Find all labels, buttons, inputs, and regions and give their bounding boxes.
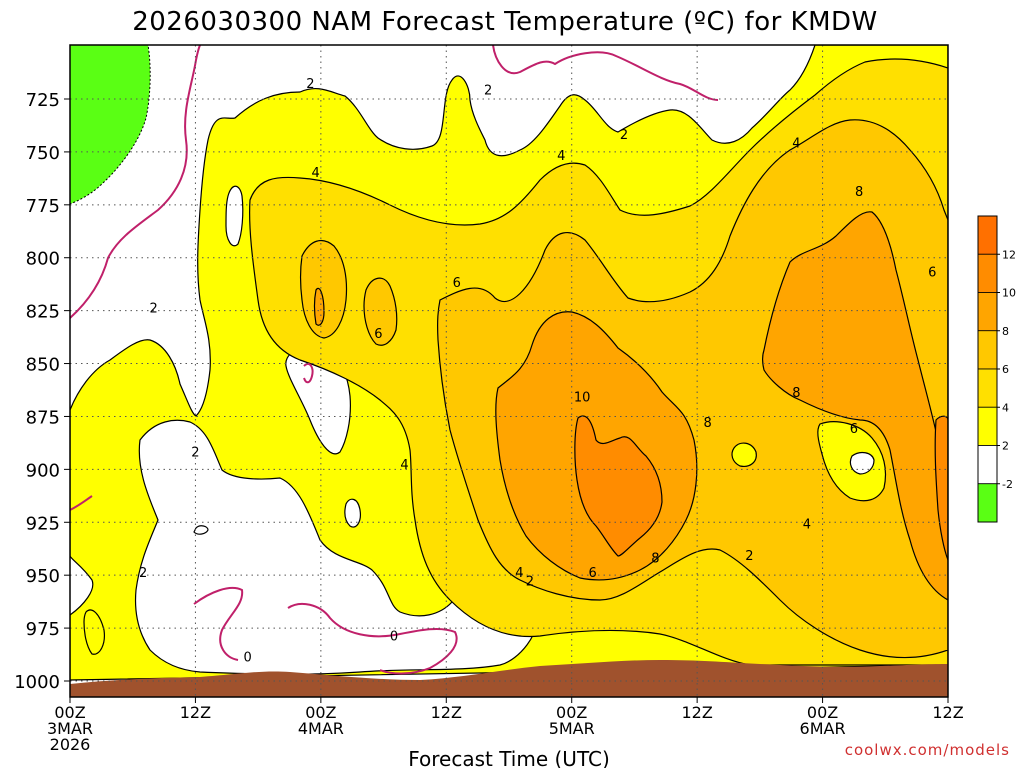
colorbar-tick-label: 8 [1002, 325, 1009, 338]
y-tick-label: 950 [26, 566, 60, 587]
contour-label: 2 [149, 302, 157, 317]
contour-label: 10 [574, 390, 591, 405]
x-tick-label: 12Z [932, 703, 963, 722]
band-10-to-12 [574, 415, 663, 557]
x-tick-label: 00Z [305, 703, 336, 722]
contour-label: 2 [526, 575, 534, 590]
contour-label: 2 [484, 84, 492, 99]
temperature-fill-bands [70, 45, 948, 697]
contour-label: 2 [139, 566, 147, 581]
y-tick-label: 975 [26, 619, 60, 640]
contour-label: 0 [390, 630, 398, 645]
x-tick-label: 2026 [50, 735, 91, 754]
contour-label: 4 [515, 566, 523, 581]
band-below-minus-2 [70, 45, 151, 205]
colorbar-tick-label: 12 [1002, 248, 1016, 261]
plot-border [69, 44, 949, 698]
contour-label: 4 [803, 517, 811, 532]
y-tick-label: 800 [26, 249, 60, 270]
chart-title: 2026030300 NAM Forecast Temperature (ºC)… [132, 7, 878, 37]
colorbar-bin [977, 215, 998, 255]
contour-label: 6 [928, 266, 936, 281]
colorbar-tick-label: -2 [1002, 478, 1013, 491]
colorbar-tick-label: 2 [1002, 440, 1009, 453]
contour-label: 0 [244, 651, 252, 666]
x-tick-label: 12Z [180, 703, 211, 722]
colorbar-tick-label: 4 [1002, 401, 1009, 414]
contour-label: 6 [453, 276, 461, 291]
y-tick-label: 725 [26, 90, 60, 111]
x-tick-label: 3MAR [47, 719, 93, 738]
contour-label: 6 [374, 327, 382, 342]
colorbar-bin [977, 445, 998, 485]
x-tick-label: 12Z [681, 703, 712, 722]
contour-label: 2 [620, 128, 628, 143]
band-white-island-2 [225, 185, 244, 247]
colorbar-bin [977, 253, 998, 293]
y-tick-label: 1000 [14, 672, 60, 693]
band-yellow-island-1 [731, 442, 757, 467]
zero-contour-3 [193, 586, 244, 661]
contour-label: 8 [703, 416, 711, 431]
x-tick-label: 12Z [431, 703, 462, 722]
y-tick-label: 875 [26, 407, 60, 428]
x-axis-title: Forecast Time (UTC) [408, 747, 610, 768]
contour-label: 8 [792, 386, 800, 401]
contour-label: 6 [588, 566, 596, 581]
band-white-island-4 [344, 498, 361, 528]
band-8-to-10-island [313, 287, 325, 326]
x-tick-label: 5MAR [549, 719, 595, 738]
colorbar-bin [977, 368, 998, 408]
zero-contour-5 [303, 362, 314, 384]
zero-contour-1 [70, 45, 201, 319]
x-tick-label: 00Z [556, 703, 587, 722]
contour-label: 6 [850, 422, 858, 437]
y-tick-label: 850 [26, 355, 60, 376]
band-6-to-8-island-1 [299, 239, 348, 339]
colorbar: 12 10 8 6 4 2 -2 [977, 215, 1016, 523]
contour-label: 4 [557, 149, 565, 164]
terrain-fill [70, 660, 948, 697]
site-credit: coolwx.com/models [845, 741, 1010, 759]
zero-contour-6 [70, 495, 93, 511]
y-tick-label: 775 [26, 196, 60, 217]
colorbar-bin [977, 406, 998, 446]
x-tick-label: 00Z [807, 703, 838, 722]
x-tick-label: 00Z [54, 703, 85, 722]
contour-label: 2 [191, 445, 199, 460]
contour-label: 4 [400, 458, 408, 473]
band-white-island-6 [193, 525, 209, 535]
colorbar-bin [977, 330, 998, 370]
band-6-to-8-island-2 [363, 277, 398, 346]
y-axis-ticks: 725 750 775 800 825 850 875 900 925 950 975 1000 [14, 90, 70, 693]
contour-label: 4 [792, 136, 800, 151]
x-tick-label: 6MAR [800, 719, 846, 738]
y-tick-label: 750 [26, 143, 60, 164]
y-tick-label: 925 [26, 513, 60, 534]
x-tick-label: 4MAR [298, 719, 344, 738]
y-tick-label: 900 [26, 460, 60, 481]
zero-degree-contours [70, 45, 719, 675]
band-white-island-8 [849, 451, 875, 475]
colorbar-bin [977, 292, 998, 332]
zero-contour-4 [287, 602, 458, 675]
band-yellow-island-2 [83, 609, 105, 655]
contour-label: 4 [311, 166, 319, 181]
plot-grid [70, 45, 948, 697]
colorbar-tick-label: 10 [1002, 287, 1016, 300]
y-tick-label: 825 [26, 302, 60, 323]
zero-contour-2 [492, 45, 719, 101]
contour-label: 8 [855, 185, 863, 200]
colorbar-bin [977, 483, 998, 523]
contour-label: 8 [651, 551, 659, 566]
contour-label: 2 [745, 549, 753, 564]
contour-label: 2 [306, 77, 314, 92]
colorbar-tick-label: 6 [1002, 363, 1009, 376]
